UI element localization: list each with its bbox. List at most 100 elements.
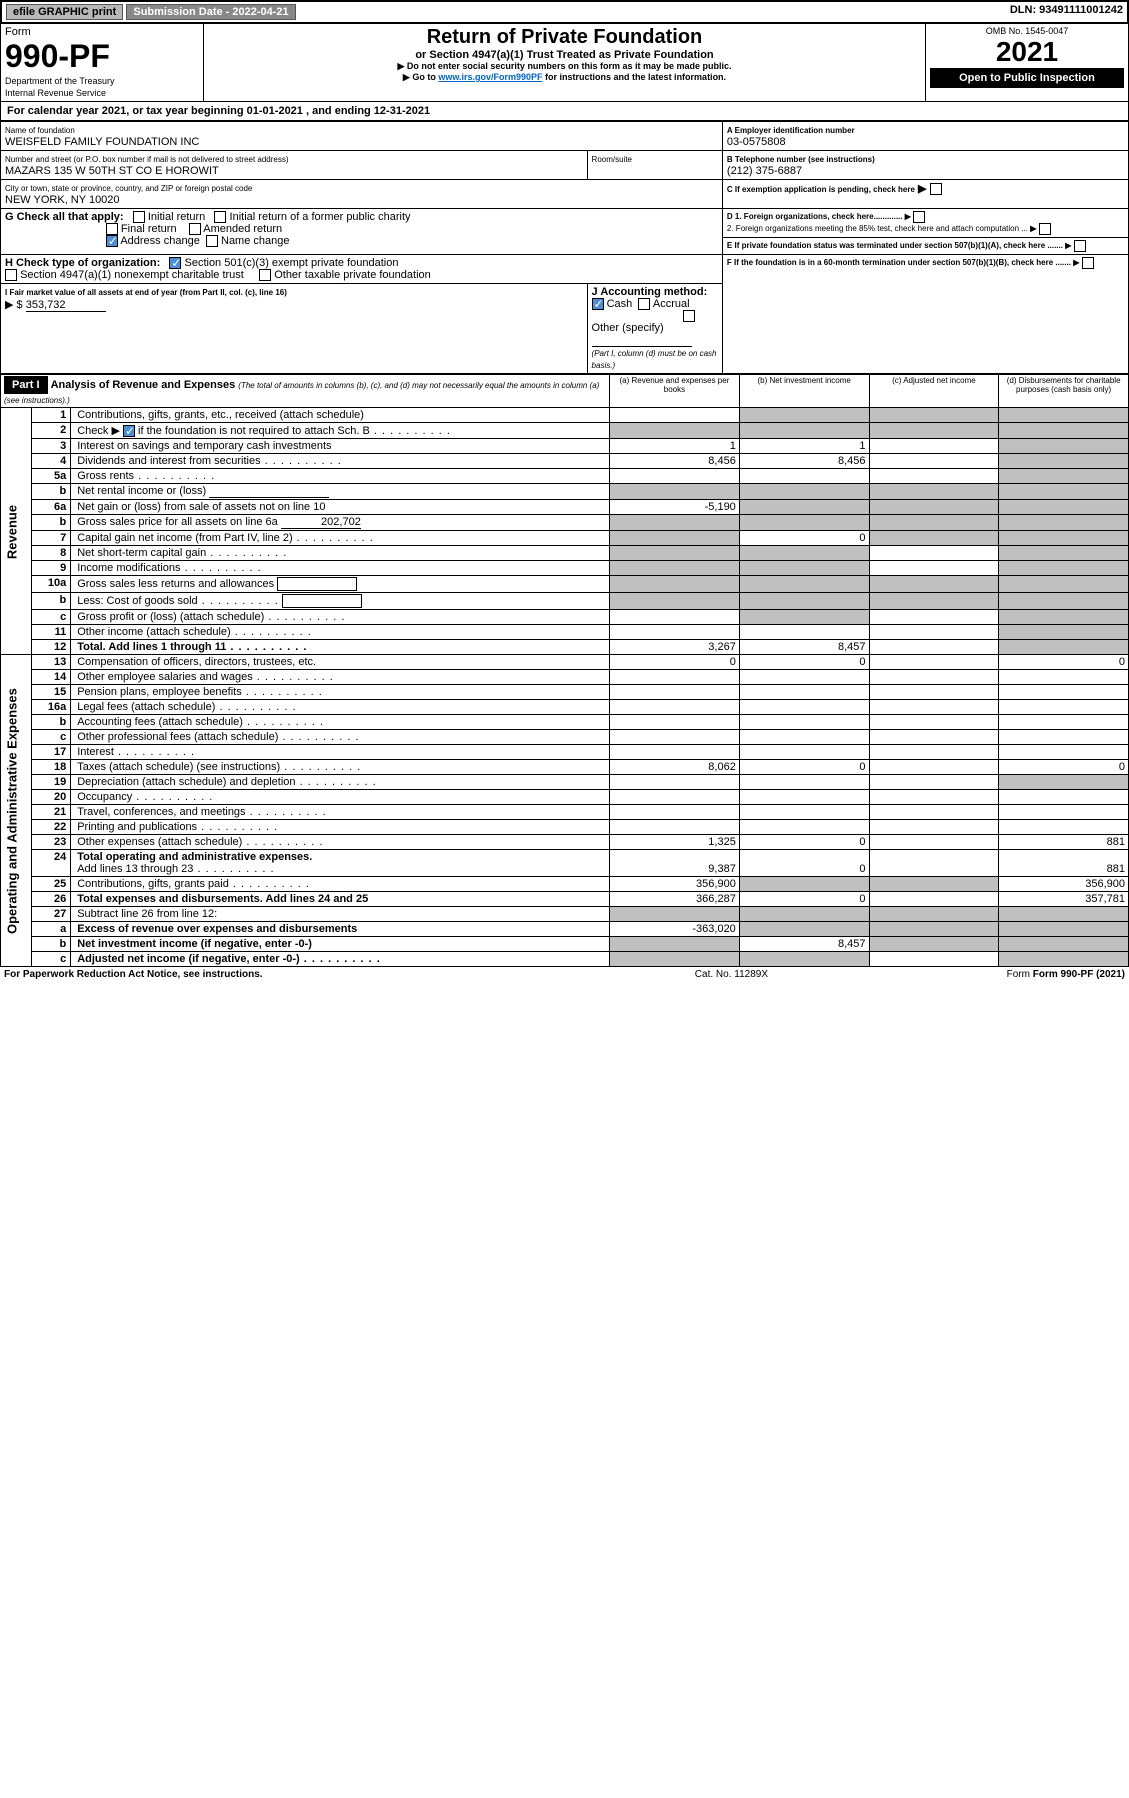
- d2-checkbox[interactable]: [1039, 223, 1051, 235]
- tax-year: 2021: [930, 36, 1124, 68]
- line-23-no: 23: [31, 835, 70, 850]
- footer-cat: Cat. No. 11289X: [635, 967, 828, 982]
- form-number: 990-PF: [5, 38, 110, 74]
- line-8-no: 8: [31, 546, 70, 561]
- d1-checkbox[interactable]: [913, 211, 925, 223]
- line-5b-desc: Net rental income or (loss): [71, 484, 610, 500]
- instructions-link[interactable]: www.irs.gov/Form990PF: [438, 72, 542, 82]
- line-25-no: 25: [31, 877, 70, 892]
- line-3-b: 1: [739, 439, 869, 454]
- note-goto: ▶ Go to www.irs.gov/Form990PF for instru…: [208, 72, 921, 83]
- line-16a-desc: Legal fees (attach schedule): [71, 700, 610, 715]
- line-27a-desc: Excess of revenue over expenses and disb…: [71, 922, 610, 937]
- line-18-a: 8,062: [610, 760, 740, 775]
- part1-label: Part I: [4, 376, 48, 394]
- line-2-checkbox[interactable]: [123, 425, 135, 437]
- line-17-no: 17: [31, 745, 70, 760]
- c-checkbox[interactable]: [930, 183, 942, 195]
- line-27b-b: 8,457: [739, 937, 869, 952]
- g-final: Final return: [121, 223, 177, 235]
- j-label: J Accounting method:: [592, 286, 708, 298]
- foundation-name: WEISFELD FAMILY FOUNDATION INC: [5, 136, 199, 148]
- g-initial-checkbox[interactable]: [133, 211, 145, 223]
- line-19-no: 19: [31, 775, 70, 790]
- efile-button[interactable]: efile GRAPHIC print: [6, 4, 123, 20]
- line-18-desc: Taxes (attach schedule) (see instruction…: [71, 760, 610, 775]
- line-10c-no: c: [31, 610, 70, 625]
- j-cash: Cash: [607, 298, 633, 310]
- g-name-change-checkbox[interactable]: [206, 235, 218, 247]
- line-9-desc: Income modifications: [71, 561, 610, 576]
- ein-label: A Employer identification number: [727, 126, 855, 135]
- j-note: (Part I, column (d) must be on cash basi…: [592, 349, 717, 370]
- line-6b-inline: 202,702: [281, 516, 361, 529]
- line-7-desc: Capital gain net income (from Part IV, l…: [71, 531, 610, 546]
- part1-table: Part I Analysis of Revenue and Expenses …: [0, 374, 1129, 967]
- g-amended-checkbox[interactable]: [189, 223, 201, 235]
- line-6b-no: b: [31, 515, 70, 531]
- i-amount: 353,732: [26, 299, 106, 312]
- line-26-a: 366,287: [610, 892, 740, 907]
- city-label: City or town, state or province, country…: [5, 184, 252, 193]
- g-initial: Initial return: [148, 211, 205, 223]
- g-amended: Amended return: [203, 223, 282, 235]
- ein: 03-0575808: [727, 136, 786, 148]
- line-24-a: 9,387: [610, 850, 740, 877]
- line-10a-no: 10a: [31, 576, 70, 593]
- line-16c-desc: Other professional fees (attach schedule…: [71, 730, 610, 745]
- col-d-header: (d) Disbursements for charitable purpose…: [999, 375, 1129, 408]
- line-6a-a: -5,190: [610, 500, 740, 515]
- d1-label: D 1. Foreign organizations, check here..…: [727, 212, 903, 221]
- line-10a-desc: Gross sales less returns and allowances: [71, 576, 610, 593]
- line-3-a: 1: [610, 439, 740, 454]
- line-15-no: 15: [31, 685, 70, 700]
- g-initial-former-checkbox[interactable]: [214, 211, 226, 223]
- line-6a-desc: Net gain or (loss) from sale of assets n…: [71, 500, 610, 515]
- line-26-b: 0: [739, 892, 869, 907]
- form-header: Form 990-PF Department of the Treasury I…: [0, 24, 1129, 102]
- j-other-checkbox[interactable]: [683, 310, 695, 322]
- line-22-no: 22: [31, 820, 70, 835]
- line-16c-no: c: [31, 730, 70, 745]
- line-26-d: 357,781: [999, 892, 1129, 907]
- line-10b-desc: Less: Cost of goods sold: [71, 593, 610, 610]
- h-501c3-checkbox[interactable]: [169, 257, 181, 269]
- j-cash-checkbox[interactable]: [592, 298, 604, 310]
- line-26-no: 26: [31, 892, 70, 907]
- phone-label: B Telephone number (see instructions): [727, 155, 875, 164]
- line-2-desc: Check ▶ if the foundation is not require…: [71, 423, 610, 439]
- line-11-desc: Other income (attach schedule): [71, 625, 610, 640]
- footer-form: Form Form 990-PF (2021): [828, 967, 1129, 982]
- line-12-a: 3,267: [610, 640, 740, 655]
- line-22-desc: Printing and publications: [71, 820, 610, 835]
- line-27-no: 27: [31, 907, 70, 922]
- h-opt3: Other taxable private foundation: [274, 269, 431, 281]
- i-label: I Fair market value of all assets at end…: [5, 288, 287, 297]
- e-checkbox[interactable]: [1074, 240, 1086, 252]
- col-a-header: (a) Revenue and expenses per books: [610, 375, 740, 408]
- address: MAZARS 135 W 50TH ST CO E HOROWIT: [5, 165, 219, 177]
- line-4-desc: Dividends and interest from securities: [71, 454, 610, 469]
- f-label: F If the foundation is in a 60-month ter…: [727, 258, 1071, 267]
- g-initial-former: Initial return of a former public charit…: [230, 211, 411, 223]
- submission-date: Submission Date - 2022-04-21: [126, 4, 295, 20]
- col-c-header: (c) Adjusted net income: [869, 375, 999, 408]
- f-checkbox[interactable]: [1082, 257, 1094, 269]
- g-addr-change-checkbox[interactable]: [106, 235, 118, 247]
- line-12-desc: Total. Add lines 1 through 11: [71, 640, 610, 655]
- d2-label: 2. Foreign organizations meeting the 85%…: [727, 224, 1028, 233]
- line-26-desc: Total expenses and disbursements. Add li…: [71, 892, 610, 907]
- line-18-b: 0: [739, 760, 869, 775]
- line-8-desc: Net short-term capital gain: [71, 546, 610, 561]
- line-6b-desc: Gross sales price for all assets on line…: [71, 515, 610, 531]
- h-opt2: Section 4947(a)(1) nonexempt charitable …: [20, 269, 244, 281]
- footer: For Paperwork Reduction Act Notice, see …: [0, 967, 1129, 982]
- j-accrual-checkbox[interactable]: [638, 298, 650, 310]
- line-3-no: 3: [31, 439, 70, 454]
- line-16a-no: 16a: [31, 700, 70, 715]
- h-4947-checkbox[interactable]: [5, 269, 17, 281]
- line-23-a: 1,325: [610, 835, 740, 850]
- line-27b-no: b: [31, 937, 70, 952]
- h-other-checkbox[interactable]: [259, 269, 271, 281]
- line-6a-no: 6a: [31, 500, 70, 515]
